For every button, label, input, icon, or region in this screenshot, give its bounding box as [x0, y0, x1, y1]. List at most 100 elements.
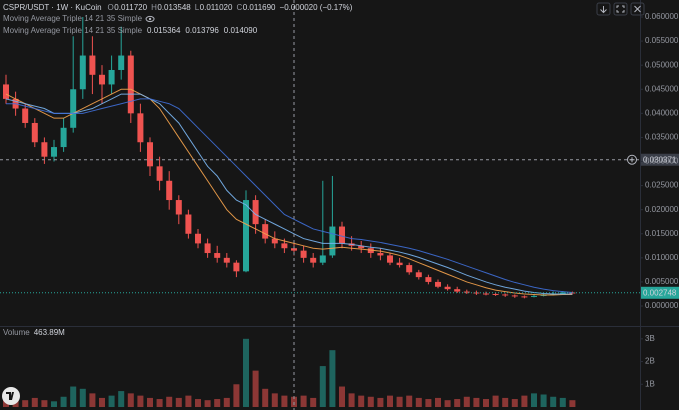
volume-bar: [540, 394, 547, 407]
candle-body: [99, 74, 105, 85]
candle-body: [204, 243, 211, 254]
ma-readout: 0.014090: [224, 26, 258, 35]
volume-bar: [223, 397, 230, 407]
candle-body: [377, 253, 384, 256]
maximize-icon: [616, 5, 625, 13]
logo: [2, 387, 20, 405]
candle-body: [243, 200, 249, 272]
candle-body: [79, 55, 86, 90]
volume-bar: [233, 384, 240, 407]
candle-body: [483, 293, 489, 295]
candle-body: [387, 255, 393, 263]
moving-average-line: [6, 98, 573, 294]
y-tick-label: 0.025000: [645, 181, 679, 190]
logo-mark: [6, 392, 14, 400]
y-tick-label: 0.040000: [645, 108, 679, 117]
candle-body: [51, 147, 57, 157]
last-price-badge: [641, 286, 679, 299]
volume-bar: [89, 393, 96, 407]
y-tick-label: 0.015000: [645, 229, 679, 238]
volume-bar: [435, 397, 441, 407]
volume-bar: [175, 397, 182, 407]
volume-bar: [511, 399, 518, 407]
volume-bar: [185, 395, 192, 407]
candle-body: [463, 291, 470, 293]
candle-body: [271, 238, 278, 244]
crosshair-add-button[interactable]: [627, 154, 637, 165]
volume-bar: [473, 397, 480, 407]
volume-tick-label: 3B: [645, 334, 655, 343]
candle-body: [60, 127, 67, 148]
maximize-button[interactable]: [613, 2, 628, 16]
candle-body: [137, 113, 144, 143]
volume-bar: [252, 370, 259, 407]
volume-bar: [51, 401, 57, 407]
ohlc-key: H: [151, 3, 157, 12]
volume-readout: 463.89M: [34, 328, 65, 337]
moving-average-line: [5, 88, 573, 296]
candle-body: [291, 248, 297, 251]
collapse-button[interactable]: [596, 2, 611, 16]
candle-body: [435, 281, 441, 287]
crosshair-add-icon: [629, 157, 635, 163]
crosshair-price-label: 0.030371: [643, 155, 677, 164]
indicator-visibility-icon[interactable]: [145, 15, 155, 23]
volume-bar: [156, 399, 163, 407]
volume-bar: [502, 397, 509, 407]
volume-bar: [99, 397, 105, 407]
candle-body: [281, 243, 288, 249]
volume-bar: [166, 396, 173, 407]
ohlc-value: 0.011020: [200, 3, 233, 12]
ohlc-value: 0.011720: [114, 3, 147, 12]
candle-body: [147, 142, 153, 167]
indicator-name: Moving Average Triple 14 21 35 Simple: [3, 14, 143, 23]
volume-bar: [425, 399, 432, 407]
volume-bar: [147, 397, 153, 407]
volume-bar: [22, 400, 29, 407]
volume-bar: [204, 400, 211, 407]
candle-body: [473, 292, 480, 294]
candle-body: [415, 272, 422, 278]
candle-body: [127, 55, 134, 114]
volume-bar: [108, 395, 115, 407]
ma-readout: 0.013796: [185, 26, 219, 35]
volume-bar: [310, 397, 317, 407]
volume-bar: [454, 399, 461, 407]
volume-bar: [444, 400, 451, 407]
volume-bar: [31, 397, 38, 407]
candle-body: [502, 294, 509, 296]
candle-body: [252, 200, 259, 225]
candle-body: [492, 293, 499, 295]
candle-body: [329, 226, 336, 256]
crosshair-price-badge: [641, 153, 679, 166]
candle-body: [3, 84, 9, 99]
volume-bar: [483, 399, 489, 407]
candle-body: [444, 286, 451, 290]
pane-controls[interactable]: [596, 2, 645, 16]
close-button[interactable]: [630, 2, 645, 16]
volume-title: Volume: [3, 328, 30, 337]
y-tick-label: 0.020000: [645, 205, 679, 214]
volume-bar: [127, 393, 134, 407]
candle-body: [223, 257, 230, 263]
ohlc-value: 0.013548: [157, 3, 191, 12]
volume-bar: [118, 391, 125, 407]
price-change: −0.000020 (−0.17%): [280, 3, 353, 12]
candle-body: [156, 166, 163, 181]
candle-body: [70, 89, 77, 128]
volume-bar: [396, 396, 403, 407]
volume-bar: [531, 393, 537, 407]
y-tick-label: 0.045000: [645, 84, 679, 93]
volume-bar: [214, 399, 221, 407]
candle-body: [22, 108, 29, 123]
y-tick-label: 0.030000: [645, 157, 679, 166]
volume-bar: [415, 397, 422, 407]
candle-body: [41, 142, 48, 157]
volume-bar: [291, 396, 297, 407]
volume-bar: [70, 386, 77, 407]
volume-bar: [271, 393, 278, 407]
